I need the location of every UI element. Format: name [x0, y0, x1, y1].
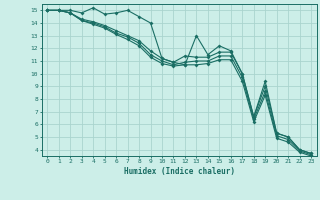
- X-axis label: Humidex (Indice chaleur): Humidex (Indice chaleur): [124, 167, 235, 176]
